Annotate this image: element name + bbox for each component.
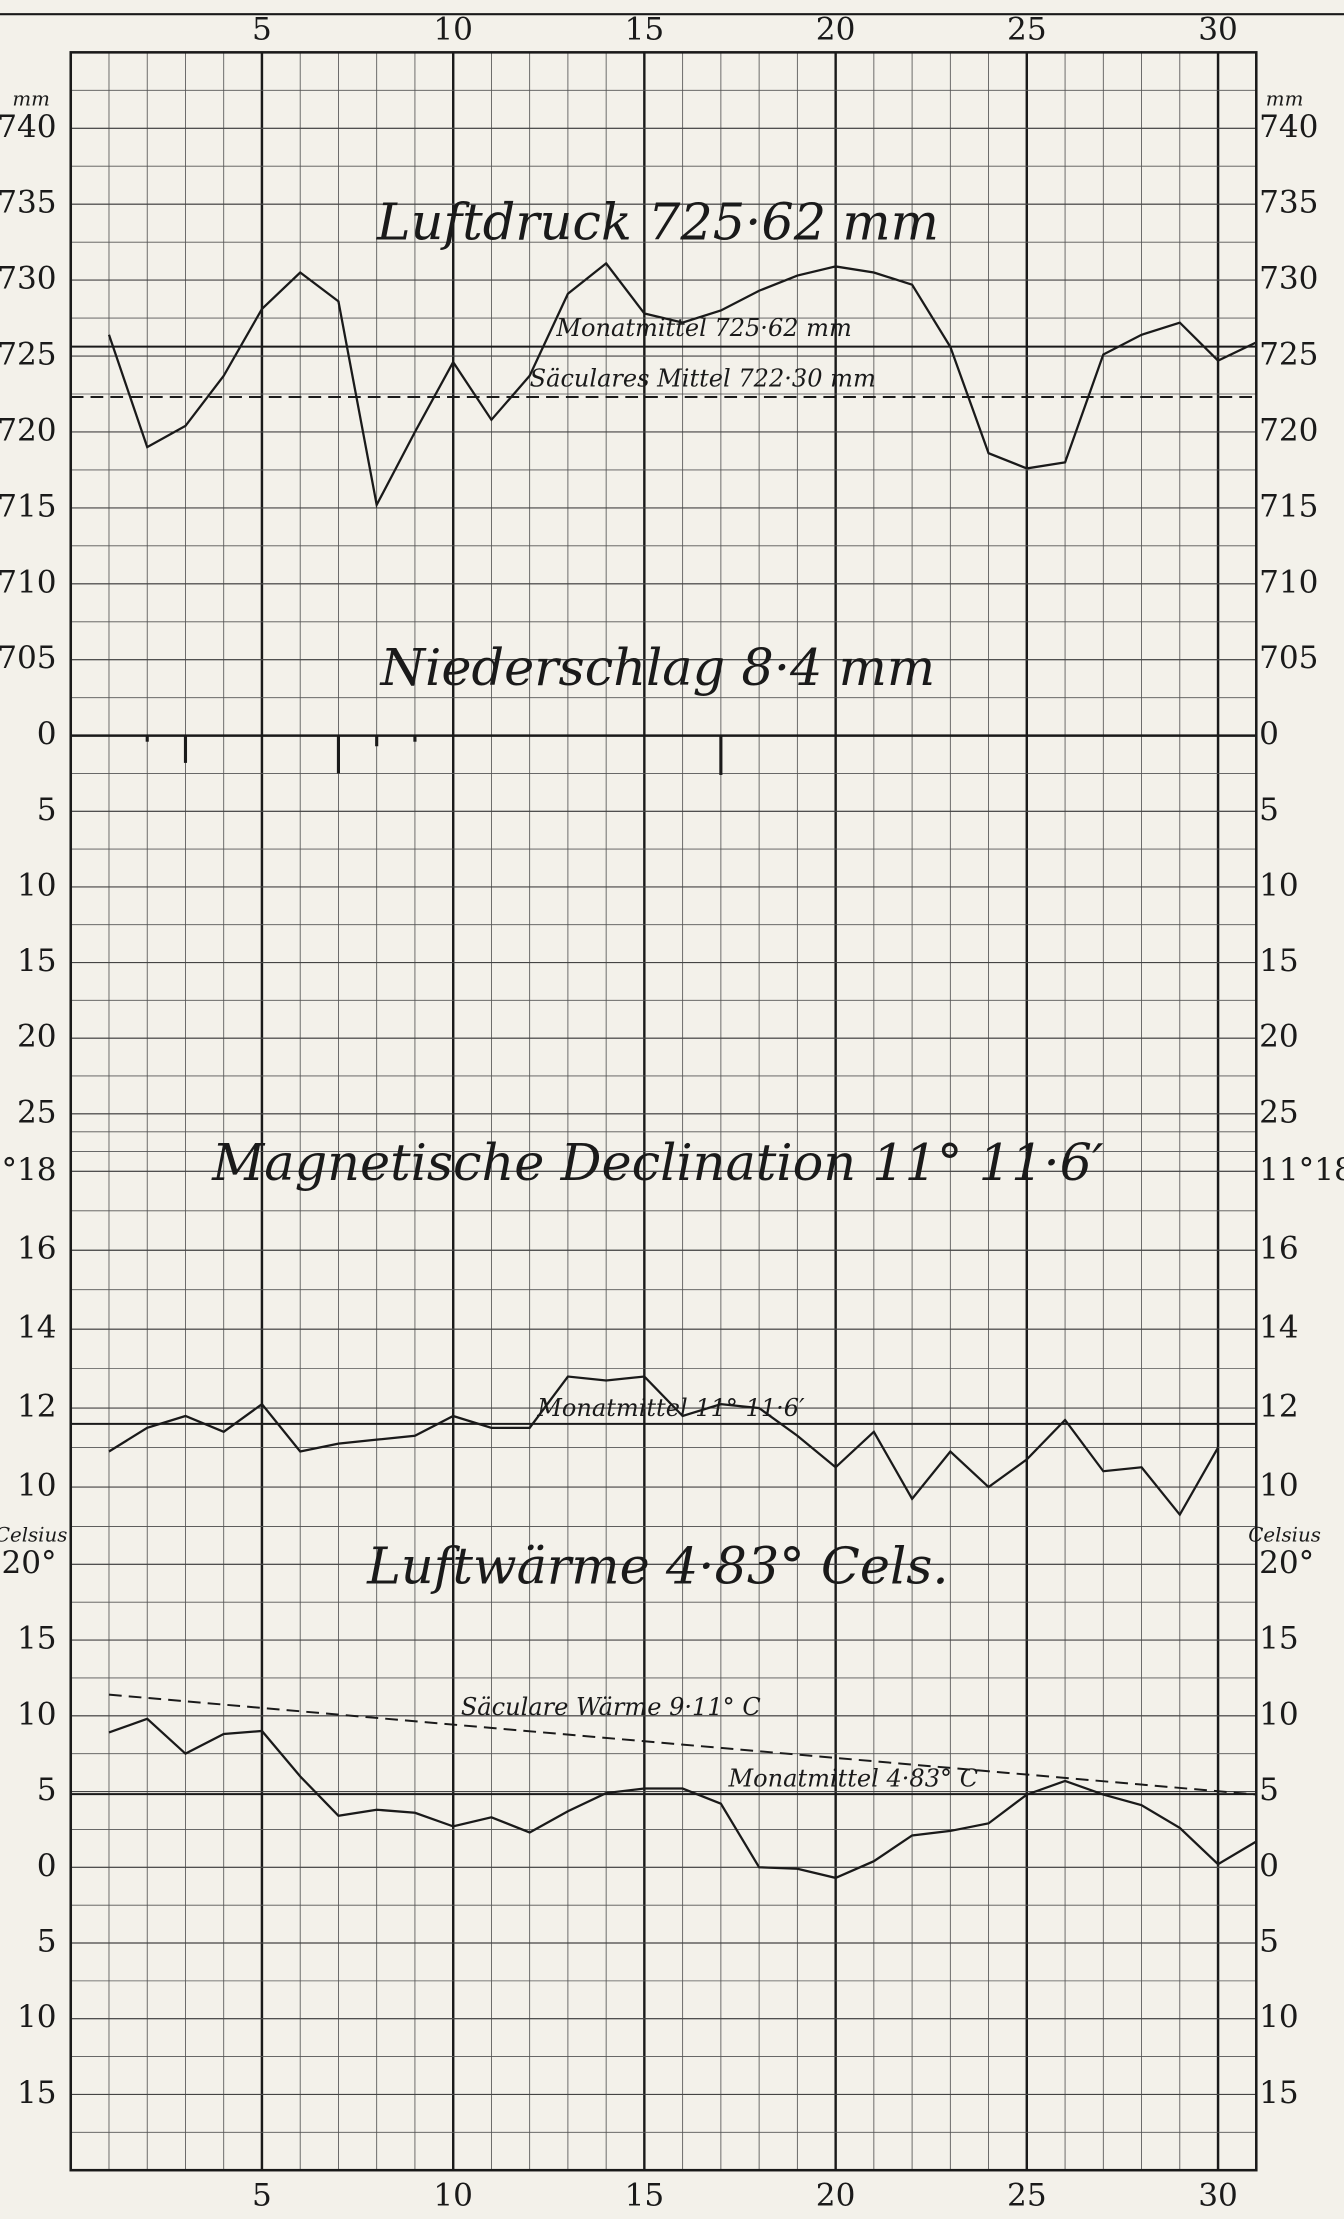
y-tick-label-left: 715 (0, 488, 57, 524)
y-tick-label-right: 5 (1259, 1772, 1279, 1808)
y-tick-label-left: 720 (0, 412, 57, 448)
reference-label: Säculare Wärme 9·11° C (461, 1693, 761, 1721)
data-line (107, 261, 1257, 509)
y-unit-right: mm (1266, 87, 1304, 110)
x-tick-label: 5 (252, 2178, 272, 2214)
panel-title: Magnetische Declination 11° 11·6′ (211, 1134, 1104, 1193)
reference-line (108, 1693, 1257, 1796)
y-tick-label-right: 16 (1259, 1231, 1299, 1267)
bar (719, 735, 723, 775)
y-tick-label-right: 10 (1259, 1696, 1299, 1732)
y-tick-label-left: 11°18 (0, 1152, 57, 1188)
y-tick-label-right: 20 (1259, 1019, 1299, 1055)
y-tick-label-right: 0 (1259, 1848, 1279, 1884)
y-tick-label-right: 10 (1259, 867, 1299, 903)
y-tick-label-right: 12 (1259, 1389, 1299, 1425)
panel-title: Luftwärme 4·83° Cels. (366, 1537, 949, 1596)
y-tick-label-right: 20° (1259, 1545, 1314, 1581)
y-unit-left: Celsius (0, 1524, 67, 1547)
y-tick-label-right: 0 (1259, 716, 1279, 752)
x-tick-label: 20 (816, 12, 856, 48)
y-tick-label-right: 25 (1259, 1094, 1299, 1130)
y-tick-label-left: 5 (37, 792, 57, 828)
y-tick-label-left: 10 (17, 1696, 57, 1732)
bar (375, 735, 379, 747)
x-tick-label: 25 (1007, 12, 1047, 48)
x-tick-label: 5 (252, 12, 272, 48)
x-tick-label: 20 (816, 2178, 856, 2214)
reference-label: Monatmittel 725·62 mm (555, 314, 851, 342)
y-tick-label-right: 715 (1259, 488, 1318, 524)
x-tick-label: 15 (625, 12, 665, 48)
y-tick-label-left: 10 (17, 1999, 57, 2035)
y-tick-label-left: 0 (37, 1848, 57, 1884)
frame (69, 51, 1258, 2172)
y-tick-label-right: 705 (1259, 640, 1318, 676)
y-tick-label-left: 14 (17, 1310, 57, 1346)
y-tick-label-right: 14 (1259, 1310, 1299, 1346)
y-tick-label-right: 5 (1259, 792, 1279, 828)
y-tick-label-left: 740 (0, 109, 57, 145)
y-tick-label-right: 10 (1259, 1999, 1299, 2035)
x-tick-label: 30 (1198, 2178, 1238, 2214)
bar (183, 735, 188, 763)
y-tick-label-left: 725 (0, 337, 57, 373)
y-tick-label-right: 15 (1259, 2075, 1299, 2111)
y-tick-label-right: 710 (1259, 564, 1318, 600)
y-tick-label-left: 710 (0, 564, 57, 600)
y-tick-label-left: 12 (17, 1389, 57, 1425)
reference-label: Monatmittel 4·83° C (728, 1764, 979, 1792)
y-tick-label-left: 730 (0, 261, 57, 297)
y-tick-label-right: 725 (1259, 337, 1318, 373)
y-tick-label-left: 10 (17, 1468, 57, 1504)
y-tick-label-right: 720 (1259, 412, 1318, 448)
data-line (108, 1717, 1257, 1880)
y-unit-right: Celsius (1248, 1524, 1321, 1547)
x-tick-label: 25 (1007, 2178, 1047, 2214)
y-tick-label-left: 15 (17, 943, 57, 979)
x-tick-label: 30 (1198, 12, 1238, 48)
y-tick-label-left: 16 (17, 1231, 57, 1267)
data-line (108, 1375, 1220, 1517)
panel-title: Luftdruck 725·62 mm (376, 193, 939, 252)
y-tick-label-left: 20 (17, 1019, 57, 1055)
y-tick-label-right: 11°18 (1259, 1152, 1344, 1188)
y-tick-label-left: 0 (37, 716, 57, 752)
y-tick-label-left: 705 (0, 640, 57, 676)
y-tick-label-left: 20° (1, 1545, 56, 1581)
x-tick-label: 10 (433, 2178, 473, 2214)
y-tick-label-left: 10 (17, 867, 57, 903)
y-tick-label-left: 5 (37, 1772, 57, 1808)
x-tick-label: 15 (625, 2178, 665, 2214)
panel-title: Niederschlag 8·4 mm (379, 639, 936, 698)
y-tick-label-left: 15 (17, 1621, 57, 1657)
bar (336, 735, 340, 774)
bar (413, 735, 417, 742)
y-tick-label-right: 15 (1259, 943, 1299, 979)
y-unit-left: mm (12, 87, 50, 110)
y-tick-label-left: 25 (17, 1094, 57, 1130)
reference-label: Monatmittel 11° 11·6′ (536, 1394, 805, 1422)
y-tick-label-right: 10 (1259, 1468, 1299, 1504)
y-tick-label-left: 15 (17, 2075, 57, 2111)
bar (145, 735, 149, 742)
y-tick-label-right: 740 (1259, 109, 1318, 145)
y-tick-label-right: 15 (1259, 1621, 1299, 1657)
y-tick-label-right: 5 (1259, 1924, 1279, 1960)
x-tick-label: 10 (433, 12, 473, 48)
y-tick-label-right: 730 (1259, 261, 1318, 297)
y-tick-label-left: 735 (0, 185, 57, 221)
reference-label: Säculares Mittel 722·30 mm (530, 365, 876, 393)
y-tick-label-left: 5 (37, 1924, 57, 1960)
y-tick-label-right: 735 (1259, 185, 1318, 221)
